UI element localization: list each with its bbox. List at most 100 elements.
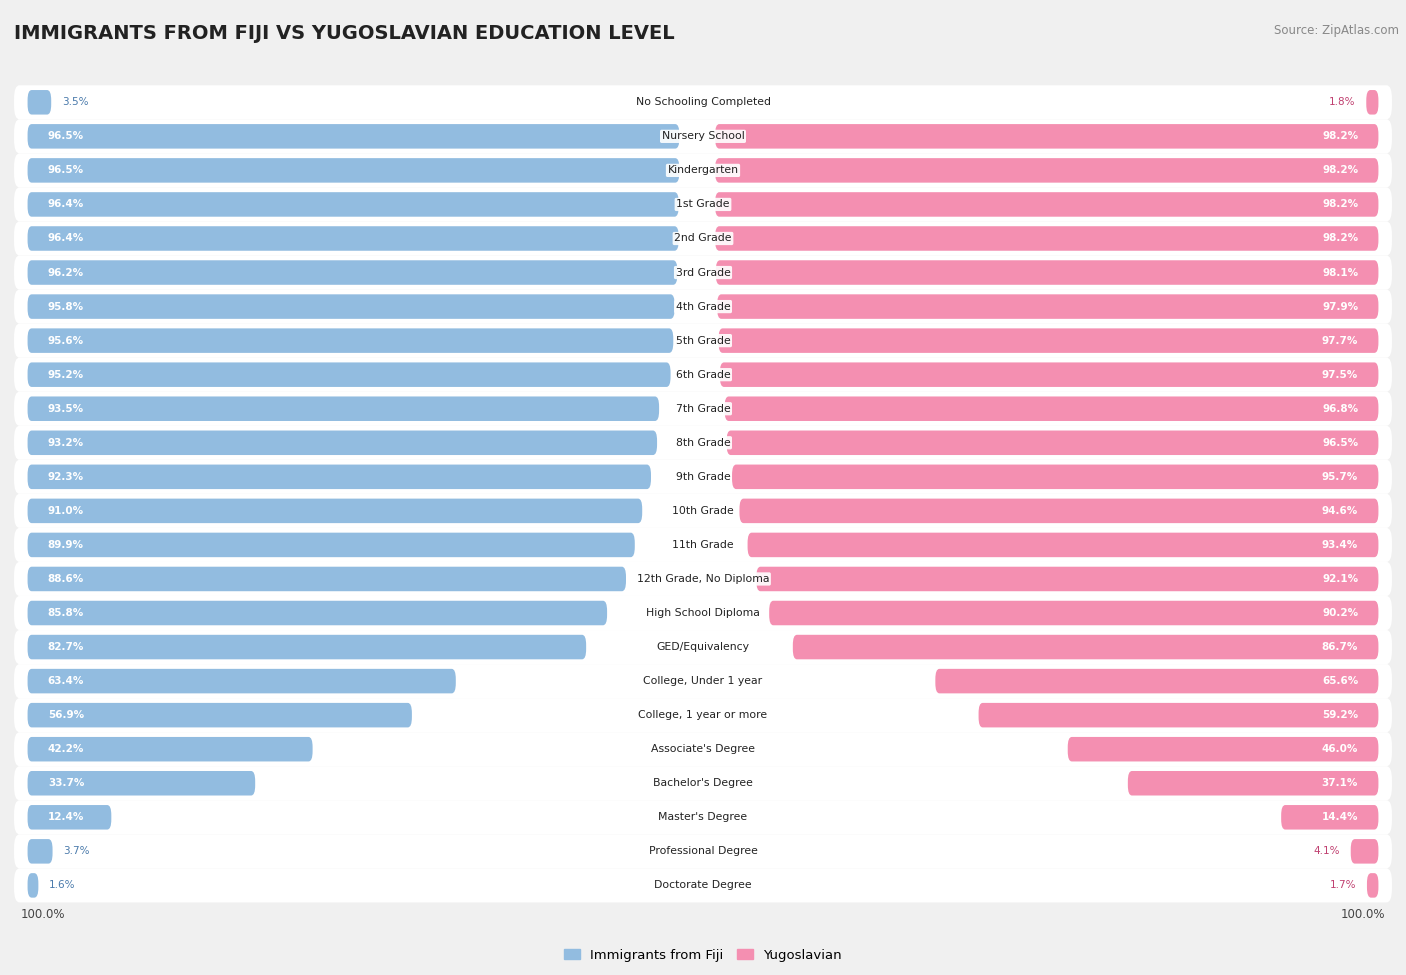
FancyBboxPatch shape <box>14 119 1392 153</box>
FancyBboxPatch shape <box>14 596 1392 630</box>
FancyBboxPatch shape <box>979 703 1378 727</box>
FancyBboxPatch shape <box>28 874 38 898</box>
Text: 93.2%: 93.2% <box>48 438 84 448</box>
Text: 98.2%: 98.2% <box>1322 132 1358 141</box>
FancyBboxPatch shape <box>14 255 1392 290</box>
FancyBboxPatch shape <box>14 85 1392 119</box>
Text: 3rd Grade: 3rd Grade <box>675 267 731 278</box>
Text: 37.1%: 37.1% <box>1322 778 1358 788</box>
FancyBboxPatch shape <box>733 464 1378 489</box>
FancyBboxPatch shape <box>716 158 1378 182</box>
Text: 12.4%: 12.4% <box>48 812 84 822</box>
Text: Professional Degree: Professional Degree <box>648 846 758 856</box>
FancyBboxPatch shape <box>28 464 651 489</box>
Text: 56.9%: 56.9% <box>48 710 84 721</box>
Text: 92.3%: 92.3% <box>48 472 84 482</box>
FancyBboxPatch shape <box>14 358 1392 392</box>
Text: College, 1 year or more: College, 1 year or more <box>638 710 768 721</box>
FancyBboxPatch shape <box>1351 839 1378 864</box>
Text: 4.1%: 4.1% <box>1313 846 1340 856</box>
FancyBboxPatch shape <box>769 601 1378 625</box>
FancyBboxPatch shape <box>1367 874 1378 898</box>
Text: 88.6%: 88.6% <box>48 574 84 584</box>
Text: 3.7%: 3.7% <box>63 846 90 856</box>
FancyBboxPatch shape <box>14 153 1392 187</box>
FancyBboxPatch shape <box>716 260 1378 285</box>
Text: 96.5%: 96.5% <box>48 166 84 175</box>
FancyBboxPatch shape <box>748 532 1378 557</box>
Text: 91.0%: 91.0% <box>48 506 84 516</box>
FancyBboxPatch shape <box>935 669 1378 693</box>
Text: Bachelor's Degree: Bachelor's Degree <box>652 778 754 788</box>
Text: 98.2%: 98.2% <box>1322 233 1358 244</box>
FancyBboxPatch shape <box>28 294 675 319</box>
Text: 11th Grade: 11th Grade <box>672 540 734 550</box>
Text: 95.8%: 95.8% <box>48 301 84 312</box>
FancyBboxPatch shape <box>28 329 673 353</box>
Text: 96.4%: 96.4% <box>48 200 84 210</box>
FancyBboxPatch shape <box>1367 90 1378 114</box>
FancyBboxPatch shape <box>28 158 679 182</box>
FancyBboxPatch shape <box>28 669 456 693</box>
FancyBboxPatch shape <box>28 124 679 148</box>
Text: 33.7%: 33.7% <box>48 778 84 788</box>
Text: 1.6%: 1.6% <box>49 880 76 890</box>
Text: 94.6%: 94.6% <box>1322 506 1358 516</box>
Text: Nursery School: Nursery School <box>662 132 744 141</box>
Text: 9th Grade: 9th Grade <box>676 472 730 482</box>
Text: 14.4%: 14.4% <box>1322 812 1358 822</box>
Text: No Schooling Completed: No Schooling Completed <box>636 98 770 107</box>
FancyBboxPatch shape <box>28 839 52 864</box>
Text: Doctorate Degree: Doctorate Degree <box>654 880 752 890</box>
FancyBboxPatch shape <box>14 221 1392 255</box>
FancyBboxPatch shape <box>28 805 111 830</box>
FancyBboxPatch shape <box>1067 737 1378 761</box>
Text: 42.2%: 42.2% <box>48 744 84 755</box>
Text: 12th Grade, No Diploma: 12th Grade, No Diploma <box>637 574 769 584</box>
FancyBboxPatch shape <box>718 329 1378 353</box>
Text: 96.5%: 96.5% <box>1322 438 1358 448</box>
Text: IMMIGRANTS FROM FIJI VS YUGOSLAVIAN EDUCATION LEVEL: IMMIGRANTS FROM FIJI VS YUGOSLAVIAN EDUC… <box>14 24 675 43</box>
FancyBboxPatch shape <box>28 532 634 557</box>
Text: 1.7%: 1.7% <box>1330 880 1357 890</box>
Text: 90.2%: 90.2% <box>1322 608 1358 618</box>
FancyBboxPatch shape <box>28 635 586 659</box>
Text: 98.1%: 98.1% <box>1322 267 1358 278</box>
FancyBboxPatch shape <box>28 737 312 761</box>
FancyBboxPatch shape <box>14 869 1392 903</box>
Text: 95.6%: 95.6% <box>48 335 84 345</box>
FancyBboxPatch shape <box>720 363 1378 387</box>
Text: 65.6%: 65.6% <box>1322 676 1358 686</box>
FancyBboxPatch shape <box>14 392 1392 426</box>
FancyBboxPatch shape <box>14 494 1392 527</box>
Text: 59.2%: 59.2% <box>1322 710 1358 721</box>
FancyBboxPatch shape <box>28 601 607 625</box>
FancyBboxPatch shape <box>716 124 1378 148</box>
FancyBboxPatch shape <box>28 192 679 216</box>
Text: 46.0%: 46.0% <box>1322 744 1358 755</box>
FancyBboxPatch shape <box>28 566 626 591</box>
FancyBboxPatch shape <box>28 363 671 387</box>
Text: Associate's Degree: Associate's Degree <box>651 744 755 755</box>
Text: 96.5%: 96.5% <box>48 132 84 141</box>
Legend: Immigrants from Fiji, Yugoslavian: Immigrants from Fiji, Yugoslavian <box>558 943 848 967</box>
Text: 95.7%: 95.7% <box>1322 472 1358 482</box>
Text: GED/Equivalency: GED/Equivalency <box>657 643 749 652</box>
Text: 98.2%: 98.2% <box>1322 166 1358 175</box>
FancyBboxPatch shape <box>14 630 1392 664</box>
Text: 5th Grade: 5th Grade <box>676 335 730 345</box>
FancyBboxPatch shape <box>14 835 1392 869</box>
FancyBboxPatch shape <box>793 635 1378 659</box>
FancyBboxPatch shape <box>28 498 643 524</box>
FancyBboxPatch shape <box>28 226 679 251</box>
Text: 98.2%: 98.2% <box>1322 200 1358 210</box>
FancyBboxPatch shape <box>14 324 1392 358</box>
FancyBboxPatch shape <box>717 294 1378 319</box>
FancyBboxPatch shape <box>28 397 659 421</box>
FancyBboxPatch shape <box>14 664 1392 698</box>
Text: 95.2%: 95.2% <box>48 370 84 379</box>
FancyBboxPatch shape <box>14 460 1392 494</box>
Text: 10th Grade: 10th Grade <box>672 506 734 516</box>
Text: High School Diploma: High School Diploma <box>647 608 759 618</box>
FancyBboxPatch shape <box>14 187 1392 221</box>
